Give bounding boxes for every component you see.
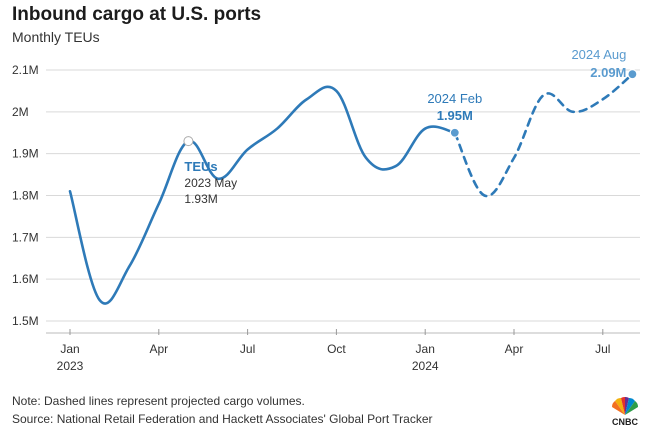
logo-text: CNBC: [612, 417, 638, 427]
x-tick-label: Jan: [416, 342, 435, 356]
y-tick-label: 1.5M: [12, 314, 39, 328]
annotation-date: 2024 Aug: [571, 47, 626, 62]
annotation-value: 1.95M: [437, 108, 473, 123]
chart-title: Inbound cargo at U.S. ports: [12, 4, 262, 25]
annotation-date: 2023 May: [184, 176, 237, 190]
y-tick-label: 1.6M: [12, 272, 39, 286]
x-tick-year-label: 2024: [412, 359, 439, 373]
y-tick-label: 2M: [12, 105, 29, 119]
x-tick-label: Oct: [327, 342, 346, 356]
x-tick-label: Jul: [240, 342, 255, 356]
annotation-date: 2024 Feb: [427, 91, 482, 106]
y-tick-label: 1.8M: [12, 189, 39, 203]
peacock-icon: [611, 396, 639, 415]
annotation-marker-may-2023: [183, 136, 194, 147]
cnbc-logo: CNBC: [607, 395, 643, 435]
x-tick-label: Jan: [60, 342, 79, 356]
y-tick-label: 2.1M: [12, 63, 39, 77]
chart-note: Note: Dashed lines represent projected c…: [12, 394, 305, 408]
x-tick-label: Apr: [149, 342, 168, 356]
annotation-value: 1.93M: [184, 192, 217, 206]
actual-series-line: [68, 85, 457, 305]
line-chart: 1.5M 1.6M 1.7M 1.8M 1.9M 2M 2.1M Jan 2023 Apr Jul O…: [12, 47, 640, 373]
chart-subtitle: Monthly TEUs: [12, 29, 100, 45]
x-tick-label: Apr: [505, 342, 524, 356]
series-label-teus: TEUs: [184, 159, 217, 174]
annotation-value: 2.09M: [590, 65, 626, 80]
projected-series-line: [453, 72, 634, 198]
x-tick-year-label: 2023: [57, 359, 84, 373]
chart-source: Source: National Retail Federation and H…: [12, 412, 433, 426]
y-tick-label: 1.7M: [12, 230, 39, 244]
x-tick-label: Jul: [595, 342, 610, 356]
annotation-marker-aug-2024: [627, 69, 638, 80]
y-tick-label: 1.9M: [12, 147, 39, 161]
annotation-marker-feb-2024: [449, 127, 460, 138]
